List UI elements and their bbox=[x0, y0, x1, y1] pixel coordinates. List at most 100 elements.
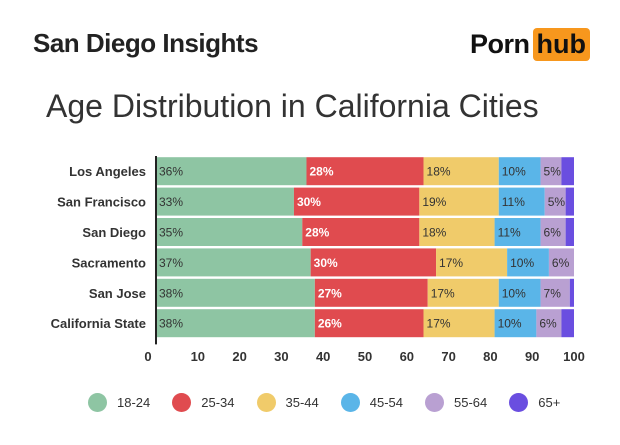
data-label: 5% bbox=[548, 195, 566, 209]
x-tick-label: 0 bbox=[144, 349, 151, 364]
x-tick-label: 80 bbox=[483, 349, 497, 364]
bar-segment bbox=[548, 248, 574, 277]
data-label: 17% bbox=[431, 286, 455, 300]
data-label: 37% bbox=[159, 256, 183, 270]
legend-item: 35-44 bbox=[256, 393, 319, 412]
bar-segment bbox=[536, 309, 562, 338]
x-tick-label: 20 bbox=[232, 349, 246, 364]
category-label: California State bbox=[51, 316, 146, 331]
category-label: San Francisco bbox=[57, 195, 146, 210]
legend-swatch bbox=[425, 393, 444, 412]
bar-segment bbox=[494, 218, 541, 246]
data-label: 18% bbox=[427, 165, 451, 179]
legend-swatch bbox=[256, 393, 276, 412]
logo-left-text: Porn bbox=[470, 28, 530, 59]
bar-segment bbox=[306, 157, 424, 186]
data-label: 33% bbox=[159, 195, 183, 209]
bar-segment bbox=[561, 309, 574, 338]
bar-segment bbox=[156, 187, 294, 216]
legend-label: 65+ bbox=[538, 395, 561, 410]
x-tick-label: 100 bbox=[563, 349, 585, 364]
x-tick-label: 60 bbox=[400, 349, 414, 364]
data-label: 6% bbox=[539, 317, 557, 331]
legend-label: 25-34 bbox=[201, 395, 235, 410]
bar-segment bbox=[314, 309, 424, 338]
data-label: 6% bbox=[552, 256, 570, 270]
data-label: 35% bbox=[159, 226, 183, 240]
legend-label: 35-44 bbox=[285, 395, 319, 410]
category-label: Los Angeles bbox=[69, 164, 146, 179]
data-label: 5% bbox=[544, 165, 562, 179]
legend-item: 55-64 bbox=[425, 393, 487, 412]
chart-title: Age Distribution in California Cities bbox=[46, 88, 539, 124]
bar-segment bbox=[565, 218, 574, 246]
data-label: 17% bbox=[439, 256, 463, 270]
category-label: San Diego bbox=[82, 225, 146, 240]
legend-swatch bbox=[340, 393, 360, 412]
logo-right-text: hub bbox=[532, 27, 590, 61]
x-tick-label: 90 bbox=[525, 349, 539, 364]
x-tick-label: 10 bbox=[191, 349, 205, 364]
legend-label: 18-24 bbox=[117, 395, 151, 410]
data-label: 38% bbox=[159, 317, 183, 331]
x-tick-label: 70 bbox=[441, 349, 455, 364]
data-label: 10% bbox=[510, 256, 534, 270]
bar-segment bbox=[423, 157, 499, 186]
category-label: Sacramento bbox=[72, 255, 146, 270]
bar-segment bbox=[498, 278, 541, 307]
data-label: 10% bbox=[502, 165, 526, 179]
brand-logo: Porn hub bbox=[470, 26, 590, 62]
data-label: 38% bbox=[159, 286, 183, 300]
legend-label: 45-54 bbox=[369, 395, 403, 410]
x-tick-label: 30 bbox=[274, 349, 288, 364]
x-tick-label: 40 bbox=[316, 349, 330, 364]
legend-item: 45-54 bbox=[340, 393, 403, 412]
bar-segment bbox=[561, 157, 574, 186]
data-label: 10% bbox=[502, 286, 526, 300]
bar-segment bbox=[565, 187, 574, 216]
bar-segment bbox=[419, 218, 495, 246]
bar-segment bbox=[544, 187, 566, 216]
data-label: 11% bbox=[502, 195, 525, 209]
bar-segment bbox=[310, 248, 437, 277]
data-label: 19% bbox=[422, 195, 446, 209]
legend-item: 65+ bbox=[509, 393, 560, 412]
data-label: 36% bbox=[159, 165, 183, 179]
bar-segment bbox=[540, 218, 566, 246]
x-tick-label: 50 bbox=[358, 349, 372, 364]
bar-segment bbox=[314, 278, 428, 307]
legend-label: 55-64 bbox=[454, 395, 488, 410]
legend-swatch bbox=[509, 393, 529, 412]
data-label: 28% bbox=[309, 165, 333, 179]
bar-segment bbox=[302, 218, 420, 246]
legend-item: 18-24 bbox=[88, 393, 150, 412]
data-label: 18% bbox=[422, 226, 446, 240]
bar-segment bbox=[507, 248, 549, 277]
legend-item: 25-34 bbox=[172, 393, 235, 412]
bar-segment bbox=[423, 309, 495, 338]
bar-segment bbox=[436, 248, 508, 277]
data-label: 28% bbox=[305, 226, 329, 240]
data-label: 30% bbox=[314, 256, 338, 270]
bar-segment bbox=[498, 157, 541, 186]
legend-swatch bbox=[88, 393, 107, 412]
bar-segment bbox=[156, 248, 311, 277]
bar-segment bbox=[540, 157, 562, 186]
data-label: 6% bbox=[544, 226, 562, 240]
data-label: 7% bbox=[544, 286, 562, 300]
brand-title: San Diego Insights bbox=[33, 28, 259, 58]
category-label: San Jose bbox=[89, 286, 146, 301]
data-label: 17% bbox=[427, 317, 451, 331]
bar-segment bbox=[427, 278, 499, 307]
chart-legend: 18-24 25-34 35-44 45-54 55-64 65+ bbox=[88, 393, 582, 412]
bar-segment bbox=[498, 187, 545, 216]
data-label: 27% bbox=[318, 286, 342, 300]
bar-segment bbox=[156, 278, 315, 307]
bar-segment bbox=[569, 278, 574, 307]
bar-segment bbox=[540, 278, 570, 307]
bar-segment bbox=[156, 157, 307, 186]
bar-segment bbox=[494, 309, 537, 338]
data-label: 26% bbox=[318, 317, 342, 331]
bar-segment bbox=[293, 187, 420, 216]
